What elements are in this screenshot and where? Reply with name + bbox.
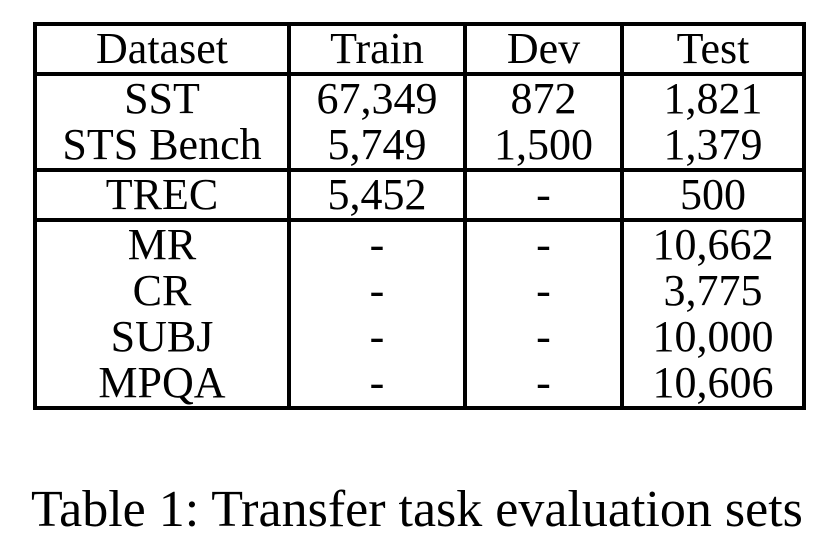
header-cell-test: Test (620, 24, 804, 74)
table-cell: - (463, 268, 622, 314)
table-cell: - (463, 170, 622, 220)
table-row: SST 67,349 872 1,821 (35, 74, 804, 122)
table-caption: Table 1: Transfer task evaluation sets (31, 481, 803, 538)
header-cell-dev: Dev (463, 24, 622, 74)
row-label: MPQA (98, 360, 226, 407)
table-cell: 10,000 (620, 314, 804, 360)
table-cell: 1,821 (620, 74, 804, 122)
header-cell-dataset: Dataset (96, 24, 228, 73)
table-cell: 67,349 (287, 74, 465, 122)
table-row: SUBJ - - 10,000 (35, 314, 804, 360)
table-group-transfer-only: MR - - 10,662 CR - - 3,775 SUBJ - - 10,0… (35, 220, 804, 408)
row-label: CR (132, 268, 192, 314)
table-group-sst-sts: SST 67,349 872 1,821 STS Bench 5,749 1,5… (35, 74, 804, 170)
row-label: STS Bench (62, 122, 262, 169)
table-cell: 5,749 (287, 122, 465, 170)
row-label: SST (124, 74, 200, 122)
header-cell-train: Train (287, 24, 465, 74)
row-label: MR (127, 220, 197, 268)
table-row: STS Bench 5,749 1,500 1,379 (35, 122, 804, 170)
table-cell: 1,379 (620, 122, 804, 170)
table-cell: - (287, 220, 465, 268)
table-cell: - (463, 314, 622, 360)
table-row: MPQA - - 10,606 (35, 360, 804, 408)
table-cell: - (287, 360, 465, 408)
table-cell: - (463, 360, 622, 408)
table-cell: 872 (463, 74, 622, 122)
table-cell: 5,452 (287, 170, 465, 220)
table-cell: - (287, 314, 465, 360)
table-cell: - (463, 220, 622, 268)
row-label: TREC (105, 170, 219, 219)
table-row: TREC 5,452 - 500 (35, 170, 804, 220)
table-cell: 10,606 (620, 360, 804, 408)
table-row: CR - - 3,775 (35, 268, 804, 314)
transfer-task-table: Dataset Train Dev Test SST 67,349 872 1,… (33, 22, 806, 410)
row-label: SUBJ (110, 314, 214, 360)
table-cell: 3,775 (620, 268, 804, 314)
table-cell: 10,662 (620, 220, 804, 268)
table-row: MR - - 10,662 (35, 220, 804, 268)
table-group-trec: TREC 5,452 - 500 (35, 170, 804, 220)
table-cell: - (287, 268, 465, 314)
table-cell: 500 (620, 170, 804, 220)
table-cell: 1,500 (463, 122, 622, 170)
table-header: Dataset Train Dev Test (35, 24, 804, 74)
table-header-row: Dataset Train Dev Test (35, 24, 804, 74)
